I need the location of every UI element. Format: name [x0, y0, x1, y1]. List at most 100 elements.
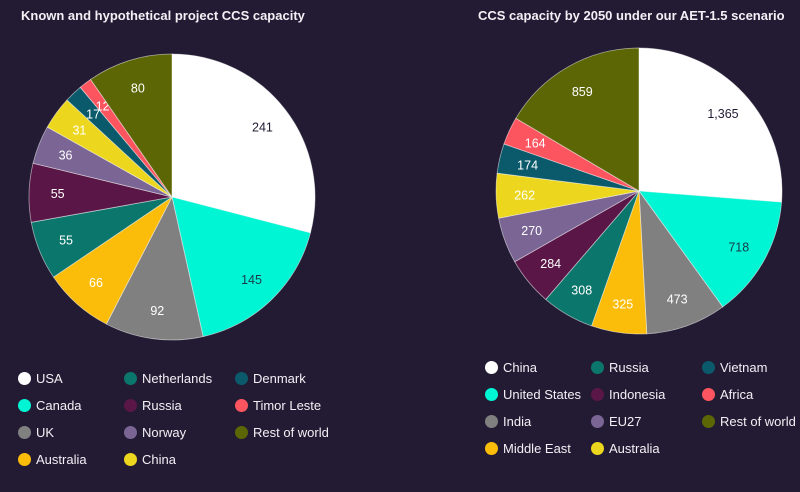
legend-swatch-icon	[485, 387, 498, 401]
legend-item-china[interactable]: China	[485, 359, 591, 375]
legend-item-uk[interactable]: UK	[18, 424, 124, 440]
legend-swatch-icon	[591, 387, 604, 401]
legend-label: Australia	[36, 451, 87, 467]
legend-label: India	[503, 413, 532, 429]
legend-item-eu27[interactable]: EU27	[591, 413, 702, 429]
data-label-china: 1,365	[707, 107, 738, 121]
legend-swatch-icon	[702, 360, 715, 374]
data-label-indonesia: 284	[540, 257, 561, 271]
legend-item-usa[interactable]: USA	[18, 370, 124, 386]
pie-slice-india	[638, 189, 724, 335]
legend-item-australia[interactable]: Australia	[18, 451, 124, 467]
legend-label: EU27	[609, 413, 642, 429]
legend-swatch-icon	[591, 360, 604, 374]
legend-item-netherlands[interactable]: Netherlands	[124, 370, 235, 386]
data-label-rest-of-world: 80	[131, 81, 145, 95]
legend-label: United States	[503, 386, 582, 402]
legend-swatch-icon	[702, 414, 715, 428]
data-label-africa: 164	[525, 136, 546, 150]
legend-label: China	[503, 359, 537, 375]
data-label-rest-of-world: 859	[572, 85, 593, 99]
pie-slice-usa	[171, 53, 316, 234]
data-label-uk: 92	[150, 304, 164, 318]
legend-item-russia[interactable]: Russia	[591, 359, 702, 375]
legend-swatch-icon	[124, 371, 137, 385]
data-label-denmark: 17	[86, 108, 100, 122]
data-label-norway: 36	[59, 149, 73, 163]
legend-label: Timor Leste	[253, 397, 322, 413]
legend-label: Indonesia	[609, 386, 666, 402]
pie-slice-united-states	[638, 190, 782, 308]
data-label-netherlands: 55	[59, 234, 73, 248]
data-label-usa: 241	[252, 120, 273, 134]
legend-left: USA Netherlands Denmark Canada Russia Timor L…	[18, 370, 345, 467]
legend-swatch-icon	[591, 414, 604, 428]
legend-label: UK	[36, 424, 55, 440]
chart-title-right: CCS capacity by 2050 under our AET-1.5 s…	[478, 8, 785, 23]
legend-item-norway[interactable]: Norway	[124, 424, 235, 440]
legend-item-indonesia[interactable]: Indonesia	[591, 386, 702, 402]
pie-slice-canada	[171, 196, 311, 338]
pie-slice-uk	[105, 195, 204, 341]
legend-item-middle-east[interactable]: Middle East	[485, 440, 591, 456]
legend-right: China Russia Vietnam United States Indonesia…	[485, 359, 800, 456]
data-label-eu27: 270	[521, 224, 542, 238]
data-label-russia: 55	[51, 187, 65, 201]
legend-swatch-icon	[124, 398, 137, 412]
legend-label: Rest of world	[720, 413, 796, 429]
legend-item-rest-of-world[interactable]: Rest of world	[702, 413, 800, 429]
legend-swatch-icon	[235, 398, 248, 412]
pie-slice-rest-of-world	[515, 47, 640, 192]
legend-swatch-icon	[702, 387, 715, 401]
legend-item-vietnam[interactable]: Vietnam	[702, 359, 800, 375]
data-label-russia: 308	[571, 284, 592, 298]
legend-item-denmark[interactable]: Denmark	[235, 370, 345, 386]
legend-swatch-icon	[235, 371, 248, 385]
legend-swatch-icon	[18, 398, 31, 412]
legend-label: Netherlands	[142, 370, 213, 386]
legend-label: Vietnam	[720, 359, 768, 375]
legend-item-africa[interactable]: Africa	[702, 386, 800, 402]
legend-swatch-icon	[485, 441, 498, 455]
legend-swatch-icon	[124, 425, 137, 439]
data-label-united-states: 718	[728, 240, 749, 254]
legend-item-rest-of-world[interactable]: Rest of world	[235, 424, 345, 440]
legend-swatch-icon	[235, 425, 248, 439]
data-label-vietnam: 174	[517, 158, 538, 172]
legend-swatch-icon	[18, 425, 31, 439]
legend-label: China	[142, 451, 176, 467]
data-label-middle-east: 325	[612, 298, 633, 312]
legend-swatch-icon	[485, 414, 498, 428]
legend-label: Australia	[609, 440, 660, 456]
legend-item-united-states[interactable]: United States	[485, 386, 591, 402]
legend-swatch-icon	[591, 441, 604, 455]
data-label-australia: 66	[89, 276, 103, 290]
legend-item-canada[interactable]: Canada	[18, 397, 124, 413]
legend-item-timor-leste[interactable]: Timor Leste	[235, 397, 345, 413]
legend-item-india[interactable]: India	[485, 413, 591, 429]
legend-swatch-icon	[18, 452, 31, 466]
data-label-china: 31	[72, 123, 86, 137]
data-label-india: 473	[667, 292, 688, 306]
legend-item-russia[interactable]: Russia	[124, 397, 235, 413]
legend-item-australia[interactable]: Australia	[591, 440, 702, 456]
legend-item-china[interactable]: China	[124, 451, 235, 467]
legend-label: Russia	[142, 397, 182, 413]
legend-label: Norway	[142, 424, 187, 440]
legend-swatch-icon	[18, 371, 31, 385]
data-label-timor-leste: 12	[96, 99, 110, 113]
legend-swatch-icon	[485, 360, 498, 374]
legend-label: Rest of world	[253, 424, 329, 440]
legend-label: USA	[36, 370, 63, 386]
chart-title-left: Known and hypothetical project CCS capac…	[21, 8, 305, 23]
legend-label: Denmark	[253, 370, 306, 386]
pie-slice-china	[638, 47, 783, 203]
legend-label: Russia	[609, 359, 649, 375]
legend-label: Middle East	[503, 440, 571, 456]
legend-swatch-icon	[124, 452, 137, 466]
data-label-australia: 262	[514, 188, 535, 202]
pie-slice-rest-of-world	[90, 53, 173, 199]
legend-label: Africa	[720, 386, 754, 402]
